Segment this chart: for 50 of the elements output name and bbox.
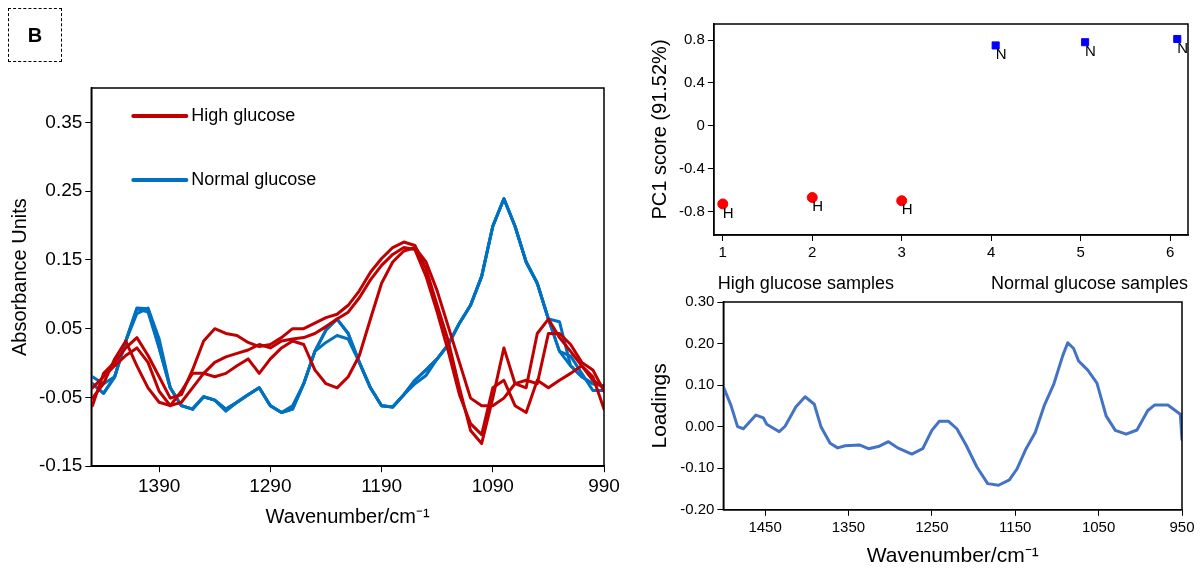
y-tick-label: 0.15 <box>45 248 83 270</box>
x-tick-label: 2 <box>808 243 817 261</box>
y-tick-label: 0.8 <box>683 30 705 48</box>
x-tick-label: 1450 <box>748 517 782 535</box>
y-tick-label: 0.10 <box>685 375 715 393</box>
y-tick-label: 0.25 <box>45 179 83 201</box>
x-tick-label: 1 <box>718 243 727 261</box>
y-tick-label: 0.35 <box>45 110 83 132</box>
y-tick-label: -0.8 <box>678 201 705 219</box>
x-axis-title: Wavenumber/cm⁻¹ <box>265 504 431 527</box>
text: Normal glucose samples <box>990 272 1188 293</box>
y-tick-label: -0.10 <box>680 458 715 476</box>
x-tick-label: 3 <box>897 243 906 261</box>
text: High glucose samples <box>717 272 894 293</box>
x-tick-label: 1350 <box>831 517 866 535</box>
x-tick-label: 1290 <box>249 474 292 496</box>
annotation: H <box>901 200 913 218</box>
x-tick-label: 1190 <box>361 474 402 496</box>
x-tick-label: 4 <box>987 243 996 261</box>
y-tick-label: -0.20 <box>680 499 715 517</box>
x-axis-title: Wavenumber/cm⁻¹ <box>866 543 1039 567</box>
x-tick-label: 950 <box>1169 517 1195 535</box>
y-tick-label: 0.20 <box>685 333 715 351</box>
y-axis-title: Absorbance Units <box>7 198 30 357</box>
y-tick-label: 0.4 <box>683 73 705 91</box>
annotation: H <box>812 197 824 215</box>
y-axis-title: PC1 score (91.52%) <box>647 39 670 220</box>
annotation: N <box>995 45 1007 63</box>
y-tick-label: -0.05 <box>38 385 83 407</box>
x-tick-label: 1050 <box>1081 517 1116 535</box>
y-tick-label: 0 <box>696 115 705 133</box>
annotation: H <box>722 203 734 221</box>
annotation: N <box>1085 41 1096 59</box>
x-tick-label: 1090 <box>471 474 514 496</box>
legend-label: High glucose <box>191 104 296 125</box>
y-tick-label: 0.30 <box>685 292 715 310</box>
y-tick-label: -0.15 <box>38 454 83 476</box>
legend-label: Normal glucose <box>191 168 317 189</box>
y-tick-label: 0.00 <box>685 416 715 434</box>
x-tick-label: 1390 <box>138 474 181 496</box>
text: B <box>8 8 62 62</box>
x-tick-label: 5 <box>1076 243 1085 261</box>
x-tick-label: 1250 <box>915 517 949 535</box>
y-tick-label: 0.05 <box>45 316 83 338</box>
x-tick-label: 1150 <box>999 517 1032 535</box>
annotation: N <box>1177 38 1189 56</box>
x-tick-label: 990 <box>588 474 620 496</box>
x-tick-label: 6 <box>1165 243 1175 261</box>
y-tick-label: -0.4 <box>678 158 705 176</box>
y-axis-title: Loadings <box>647 363 671 449</box>
